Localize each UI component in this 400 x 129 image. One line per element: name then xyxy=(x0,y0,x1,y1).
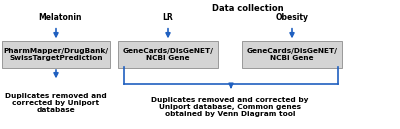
Text: GeneCards/DisGeNET/
NCBI Gene: GeneCards/DisGeNET/ NCBI Gene xyxy=(122,48,214,61)
Text: Melatonin: Melatonin xyxy=(38,13,82,22)
FancyBboxPatch shape xyxy=(118,41,218,68)
Text: LR: LR xyxy=(163,13,173,22)
FancyBboxPatch shape xyxy=(242,41,342,68)
Text: Obesity: Obesity xyxy=(276,13,308,22)
FancyBboxPatch shape xyxy=(2,41,110,68)
Text: Duplicates removed and
corrected by Uniport
database: Duplicates removed and corrected by Unip… xyxy=(5,93,107,113)
Text: Duplicates removed and corrected by
Uniport database, Common genes
obtained by V: Duplicates removed and corrected by Unip… xyxy=(151,97,309,117)
Text: Data collection: Data collection xyxy=(212,4,284,13)
Text: PharmMapper/DrugBank/
SwissTargetPrediction: PharmMapper/DrugBank/ SwissTargetPredict… xyxy=(4,48,108,61)
Text: GeneCards/DisGeNET/
NCBI Gene: GeneCards/DisGeNET/ NCBI Gene xyxy=(246,48,338,61)
